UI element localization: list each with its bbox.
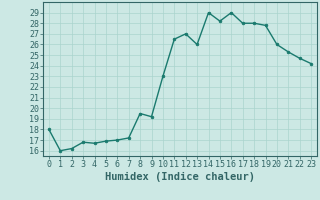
X-axis label: Humidex (Indice chaleur): Humidex (Indice chaleur) (105, 172, 255, 182)
